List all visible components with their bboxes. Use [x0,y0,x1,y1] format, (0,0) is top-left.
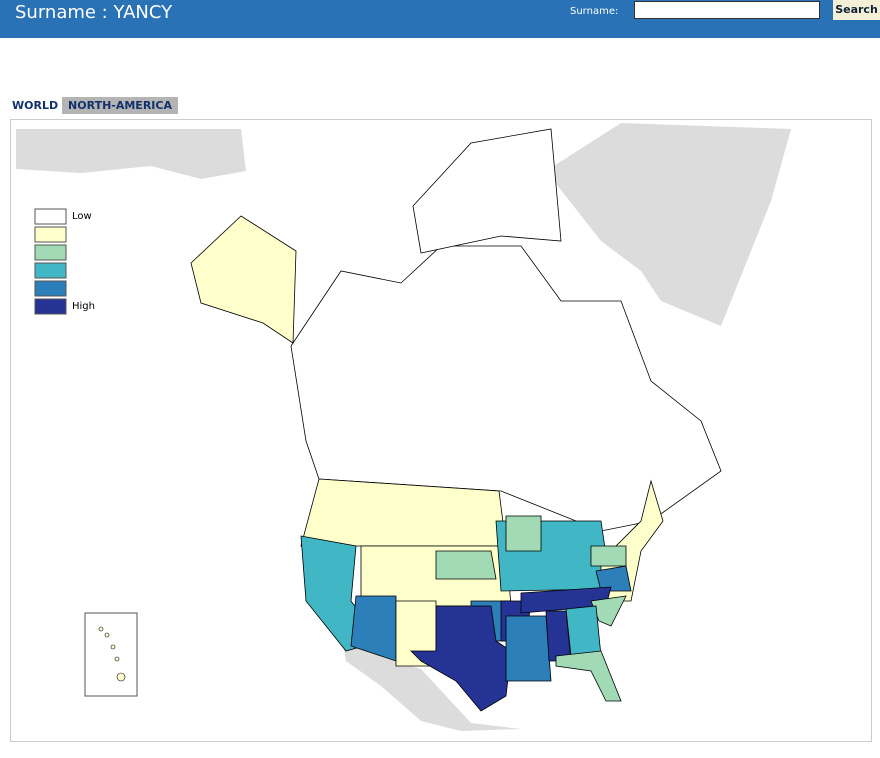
tab-north-america[interactable]: NORTH-AMERICA [62,97,178,114]
north-tier [300,478,507,547]
legend-low: Low [72,211,92,222]
georgia [565,605,602,657]
legend-swatch [34,298,67,315]
nebraska [435,550,497,580]
wisconsin [505,515,542,552]
virginia [595,565,632,592]
hawaii-island [114,656,120,662]
hawaii-inset [84,612,138,697]
header-bar: Surname : YANCY Surname: Search [0,0,880,38]
hawaii-island [116,672,126,682]
legend-swatch [34,280,67,297]
tab-world[interactable]: WORLD [12,99,59,112]
hawaii-island [110,644,116,650]
hawaii-island [104,632,110,638]
legend-high: High [72,301,95,312]
arctic-islands [412,128,562,254]
louisiana-mississippi [505,615,552,682]
legend-swatch [34,244,67,261]
search-input[interactable] [634,1,820,19]
texas [410,605,512,712]
legend-swatch [34,226,67,243]
alaska [190,215,297,344]
mexico [336,601,521,731]
pennsylvania [590,545,627,567]
map-frame: Low High [10,119,872,742]
search-label: Surname: [570,6,619,17]
russia [16,129,246,179]
greenland [546,123,791,326]
hawaii-island [98,626,104,632]
legend-swatch [34,262,67,279]
page-title: Surname : YANCY [15,2,173,23]
florida [555,650,622,702]
map: Low High [16,123,791,731]
search-button[interactable]: Search [833,0,880,20]
legend-swatch [34,208,67,225]
